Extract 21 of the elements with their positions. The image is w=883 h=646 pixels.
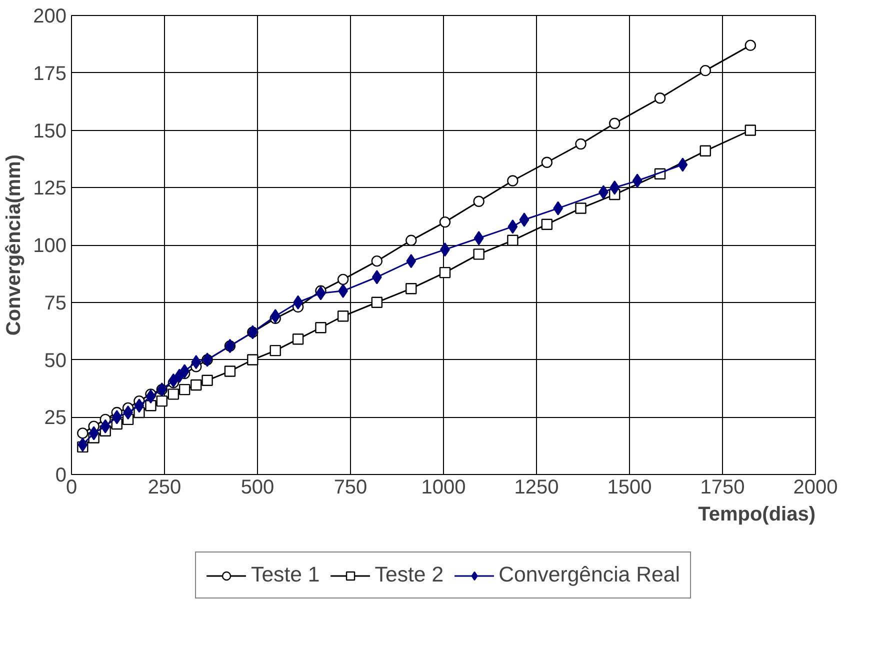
- y-tick-label: 200: [33, 6, 67, 28]
- x-tick-label: 750: [334, 476, 368, 498]
- legend-label: Teste 1: [251, 562, 320, 588]
- y-tick-label: 125: [33, 178, 67, 200]
- y-tick-label: 100: [33, 235, 67, 257]
- y-tick-label: 75: [44, 292, 67, 314]
- y-tick-label: 25: [44, 407, 67, 430]
- legend-label: Convergência Real: [498, 562, 680, 588]
- x-tick-label: 1500: [607, 476, 652, 498]
- y-tick-label: 50: [44, 350, 67, 372]
- x-tick-label: 1000: [421, 476, 466, 498]
- y-tick-label: 150: [33, 120, 67, 142]
- x-tick-label: 1250: [514, 476, 559, 498]
- x-axis-title: Tempo(dias): [698, 504, 816, 526]
- x-tick-label: 500: [240, 476, 274, 498]
- x-tick-label: 1750: [700, 476, 745, 498]
- y-axis-title: Convergência(mm): [3, 154, 26, 336]
- y-tick-label: 175: [33, 62, 67, 85]
- x-tick-label: 250: [148, 476, 182, 498]
- x-tick-label: 2000: [793, 476, 838, 498]
- legend-label: Teste 2: [374, 562, 444, 588]
